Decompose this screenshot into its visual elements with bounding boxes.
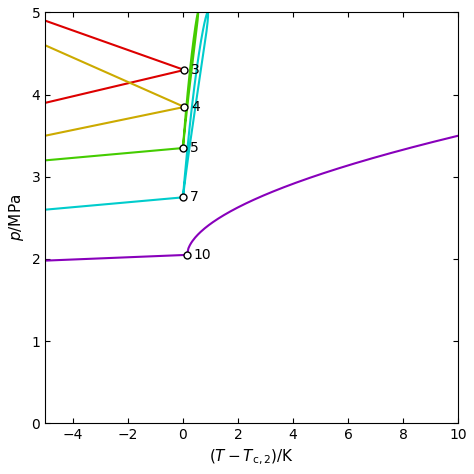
Text: 10: 10: [194, 248, 211, 262]
Text: 4: 4: [191, 100, 200, 114]
Y-axis label: $p/\mathrm{MPa}$: $p/\mathrm{MPa}$: [7, 194, 26, 241]
Text: 7: 7: [190, 191, 199, 204]
X-axis label: $(T-T_{\mathrm{c,2}})/\mathrm{K}$: $(T-T_{\mathrm{c,2}})/\mathrm{K}$: [209, 448, 294, 467]
Text: 5: 5: [190, 141, 199, 155]
Text: 3: 3: [191, 63, 200, 77]
